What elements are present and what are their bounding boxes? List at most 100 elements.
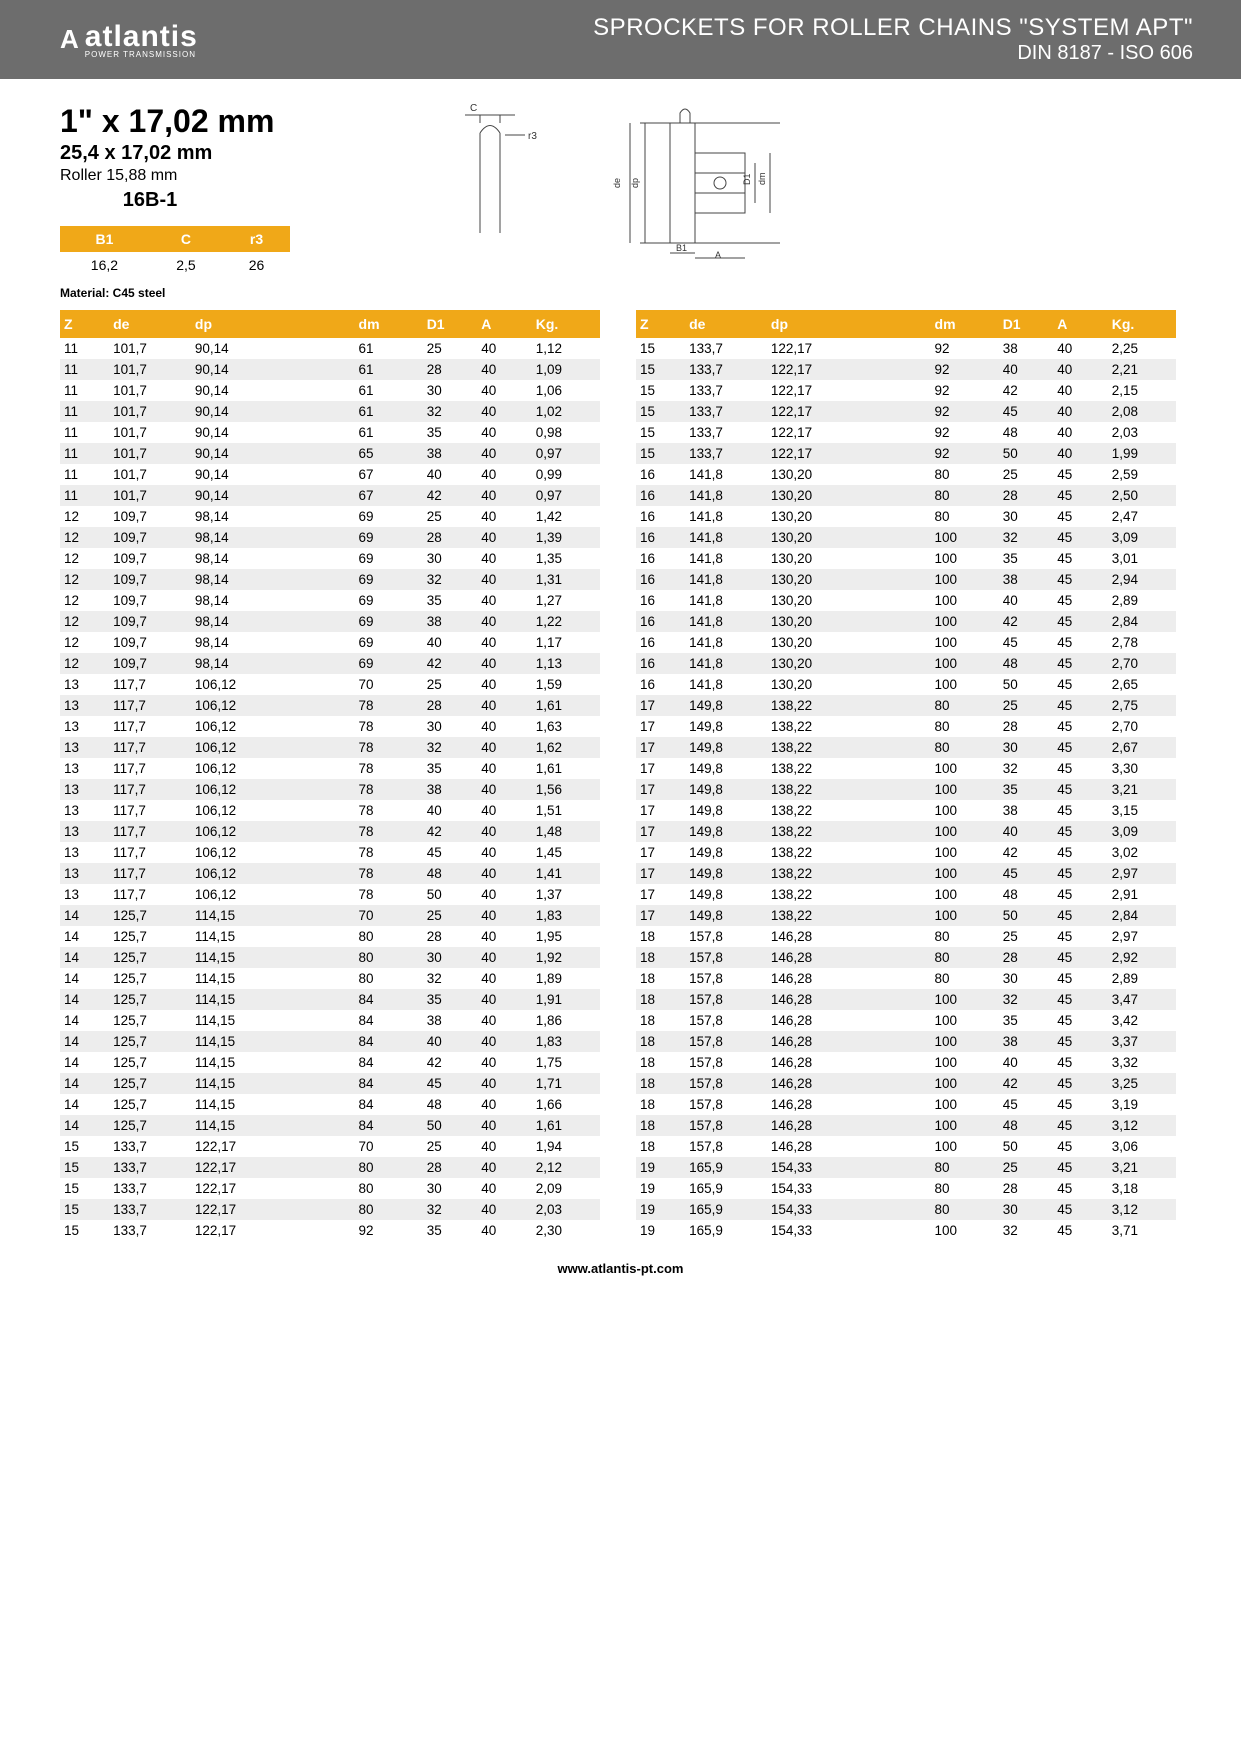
svg-text:de: de: [612, 178, 622, 188]
table-row: 14125,7114,158030401,92: [60, 947, 600, 968]
svg-text:B1: B1: [676, 243, 687, 253]
table-row: 18157,8146,2810045453,19: [636, 1094, 1176, 1115]
table-row: 15133,7122,179248402,03: [636, 422, 1176, 443]
table-row: 17149,8138,2210038453,15: [636, 800, 1176, 821]
table-row: 12109,798,146940401,17: [60, 632, 600, 653]
col-D1: D1: [423, 310, 478, 338]
table-row: 18157,8146,2810032453,47: [636, 989, 1176, 1010]
table-row: 16141,8130,2010050452,65: [636, 674, 1176, 695]
table-row: 15133,7122,177025401,94: [60, 1136, 600, 1157]
header-sub: DIN 8187 - ISO 606: [593, 42, 1193, 65]
table-row: 18157,8146,2810040453,32: [636, 1052, 1176, 1073]
hub-diagram: de dp D1 dm B1 A: [610, 103, 810, 263]
table-row: 19165,9154,338025453,21: [636, 1157, 1176, 1178]
spec-line1: 1" x 17,02 mm: [60, 103, 290, 140]
tables-wrapper: ZdedpdmD1AKg.11101,790,146125401,1211101…: [60, 310, 1181, 1241]
table-row: 18157,8146,2810042453,25: [636, 1073, 1176, 1094]
table-row: 15133,7122,179242402,15: [636, 380, 1176, 401]
material-label: Material: C45 steel: [60, 286, 290, 300]
table-row: 14125,7114,158032401,89: [60, 968, 600, 989]
col-Kg.: Kg.: [1108, 310, 1176, 338]
table-row: 11101,790,146130401,06: [60, 380, 600, 401]
table-row: 17149,8138,2210035453,21: [636, 779, 1176, 800]
table-row: 12109,798,146925401,42: [60, 506, 600, 527]
table-row: 18157,8146,288030452,89: [636, 968, 1176, 989]
bc-v2: 26: [223, 252, 290, 278]
spec-box: 1" x 17,02 mm 25,4 x 17,02 mm Roller 15,…: [60, 103, 290, 212]
col-Z: Z: [60, 310, 109, 338]
bc-h1: C: [149, 226, 223, 252]
col-Kg.: Kg.: [532, 310, 600, 338]
table-row: 14125,7114,158028401,95: [60, 926, 600, 947]
table-row: 14125,7114,158448401,66: [60, 1094, 600, 1115]
table-row: 17149,8138,228028452,70: [636, 716, 1176, 737]
spec-line3: Roller 15,88 mm: [60, 167, 290, 185]
table-row: 18157,8146,2810048453,12: [636, 1115, 1176, 1136]
table-row: 17149,8138,2210048452,91: [636, 884, 1176, 905]
svg-text:D1: D1: [742, 173, 752, 185]
table-row: 15133,7122,178032402,03: [60, 1199, 600, 1220]
svg-text:r3: r3: [528, 131, 537, 142]
tooth-diagram: C r3: [430, 103, 550, 253]
svg-text:A: A: [715, 250, 721, 260]
col-A: A: [477, 310, 532, 338]
table-row: 13117,7106,127838401,56: [60, 779, 600, 800]
bc-h2: r3: [223, 226, 290, 252]
table-row: 16141,8130,2010038452,94: [636, 569, 1176, 590]
col-de: de: [109, 310, 191, 338]
svg-text:dp: dp: [630, 178, 640, 188]
header-title: SPROCKETS FOR ROLLER CHAINS "SYSTEM APT"…: [593, 14, 1193, 65]
logo-tagline: POWER TRANSMISSION: [85, 50, 198, 59]
table-row: 14125,7114,158450401,61: [60, 1115, 600, 1136]
table-row: 12109,798,146930401,35: [60, 548, 600, 569]
table-row: 16141,8130,208030452,47: [636, 506, 1176, 527]
top-section: 1" x 17,02 mm 25,4 x 17,02 mm Roller 15,…: [60, 103, 1181, 300]
diagram-area: C r3: [430, 103, 810, 263]
table-row: 13117,7106,127830401,63: [60, 716, 600, 737]
table-row: 19165,9154,338028453,18: [636, 1178, 1176, 1199]
table-row: 13117,7106,127845401,45: [60, 842, 600, 863]
table-row: 15133,7122,179245402,08: [636, 401, 1176, 422]
bc-h0: B1: [60, 226, 149, 252]
col-Z: Z: [636, 310, 685, 338]
table-row: 16141,8130,2010040452,89: [636, 590, 1176, 611]
table-row: 16141,8130,2010035453,01: [636, 548, 1176, 569]
table-row: 16141,8130,208025452,59: [636, 464, 1176, 485]
table-row: 17149,8138,2210032453,30: [636, 758, 1176, 779]
table-row: 13117,7106,127848401,41: [60, 863, 600, 884]
table-row: 12109,798,146942401,13: [60, 653, 600, 674]
table-row: 14125,7114,158438401,86: [60, 1010, 600, 1031]
data-table-right: ZdedpdmD1AKg.15133,7122,179238402,251513…: [636, 310, 1176, 1241]
table-row: 15133,7122,179240402,21: [636, 359, 1176, 380]
col-dp: dp: [767, 310, 862, 338]
col-gap: [862, 310, 930, 338]
table-row: 16141,8130,2010042452,84: [636, 611, 1176, 632]
bc-v1: 2,5: [149, 252, 223, 278]
table-row: 14125,7114,158442401,75: [60, 1052, 600, 1073]
table-row: 16141,8130,2010032453,09: [636, 527, 1176, 548]
table-row: 13117,7106,127835401,61: [60, 758, 600, 779]
table-row: 16141,8130,2010045452,78: [636, 632, 1176, 653]
table-row: 15133,7122,179235402,30: [60, 1220, 600, 1241]
logo: A atlantis POWER TRANSMISSION: [60, 20, 198, 59]
table-row: 11101,790,146128401,09: [60, 359, 600, 380]
logo-text: atlantis: [85, 20, 198, 54]
table-row: 11101,790,146740400,99: [60, 464, 600, 485]
table-row: 17149,8138,228025452,75: [636, 695, 1176, 716]
table-row: 18157,8146,288025452,97: [636, 926, 1176, 947]
table-row: 14125,7114,158435401,91: [60, 989, 600, 1010]
table-row: 13117,7106,127828401,61: [60, 695, 600, 716]
table-row: 14125,7114,158440401,83: [60, 1031, 600, 1052]
table-row: 16141,8130,208028452,50: [636, 485, 1176, 506]
table-row: 14125,7114,157025401,83: [60, 905, 600, 926]
spec-line4: 16B-1: [60, 189, 240, 212]
table-row: 11101,790,146135400,98: [60, 422, 600, 443]
table-row: 13117,7106,127842401,48: [60, 821, 600, 842]
table-row: 15133,7122,179238402,25: [636, 338, 1176, 359]
spec-line2: 25,4 x 17,02 mm: [60, 142, 290, 165]
col-dm: dm: [355, 310, 423, 338]
table-row: 12109,798,146932401,31: [60, 569, 600, 590]
table-row: 17149,8138,2210045452,97: [636, 863, 1176, 884]
table-row: 12109,798,146935401,27: [60, 590, 600, 611]
table-row: 14125,7114,158445401,71: [60, 1073, 600, 1094]
